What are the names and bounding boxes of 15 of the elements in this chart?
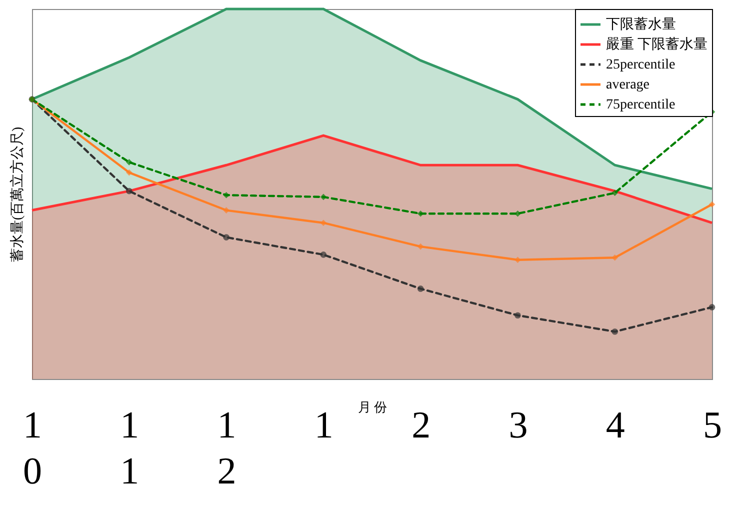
x-tick-label: 5 bbox=[703, 404, 722, 446]
x-tick-label: 10 bbox=[23, 404, 42, 492]
legend-label: average bbox=[606, 78, 650, 92]
x-tick-label: 12 bbox=[217, 404, 236, 492]
x-tick-label: 2 bbox=[412, 404, 431, 446]
x-tick-label: 4 bbox=[606, 404, 625, 446]
legend-label: 下限蓄水量 bbox=[606, 16, 676, 32]
legend-label: 25percentile bbox=[606, 58, 676, 72]
x-tick-label: 11 bbox=[120, 404, 140, 492]
y-axis-title: 蓄水量(百萬立方公尺) bbox=[10, 126, 26, 262]
x-tick-label: 1 bbox=[314, 404, 334, 446]
legend-label: 75percentile bbox=[606, 98, 676, 112]
x-tick-label: 3 bbox=[508, 404, 528, 446]
x-axis-title: 月 份 bbox=[358, 400, 388, 414]
legend-label: 嚴重 下限蓄水量 bbox=[606, 36, 708, 52]
